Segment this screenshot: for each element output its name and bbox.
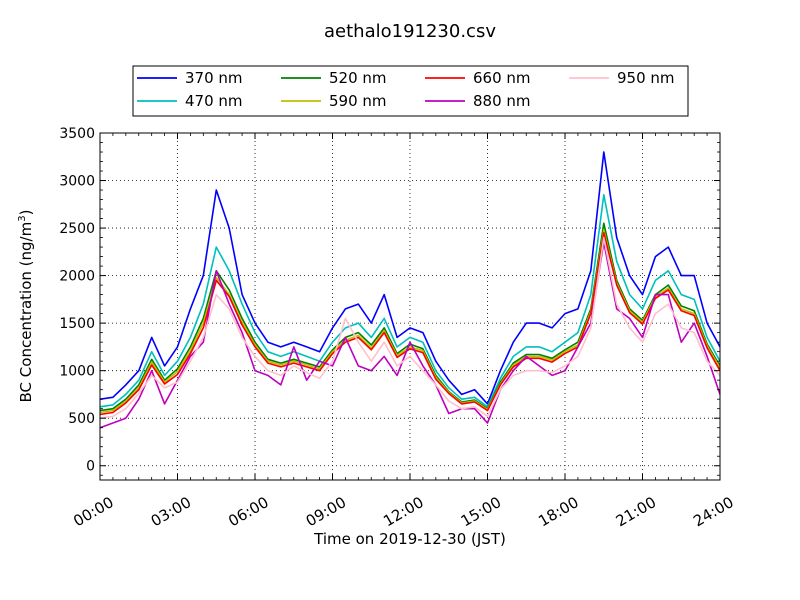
- y-tick-label: 2000: [59, 269, 95, 285]
- legend-label: 520 nm: [329, 69, 387, 87]
- legend-label: 660 nm: [473, 69, 531, 87]
- axis-ticks: [99, 132, 721, 480]
- x-tick-label: 18:00: [535, 493, 581, 530]
- legend-label: 370 nm: [185, 69, 243, 87]
- series-line-470-nm: [99, 194, 721, 408]
- x-tick-label: 03:00: [148, 493, 194, 530]
- x-axis-tick-labels: 00:00 03:00 06:00 09:00 12:00 15:00 18:00 21:00…: [70, 493, 736, 530]
- series-layer: [99, 151, 721, 429]
- series-line-370-nm: [99, 151, 721, 405]
- chart-title: aethalo191230.csv: [324, 21, 496, 42]
- series-line-880-nm: [99, 241, 721, 429]
- y-axis-label: BC Concentration (ng/m3): [17, 210, 35, 403]
- x-tick-label: 06:00: [225, 493, 271, 530]
- x-tick-label: 09:00: [303, 493, 349, 530]
- series-line-950-nm: [99, 236, 721, 419]
- x-tick-label: 21:00: [613, 493, 659, 530]
- y-axis-label-main: BC Concentration (ng/m: [17, 222, 35, 403]
- y-axis-label-close: ): [17, 210, 35, 216]
- x-tick-label: 24:00: [690, 493, 736, 530]
- y-tick-label: 2500: [59, 221, 95, 237]
- y-tick-label: 500: [68, 411, 95, 427]
- x-tick-label: 15:00: [458, 493, 504, 530]
- legend-label: 950 nm: [617, 69, 675, 87]
- y-axis-tick-labels: 0 500 1000 1500 2000 2500 3000 3500: [59, 126, 95, 475]
- y-tick-label: 3000: [59, 174, 95, 190]
- legend-label: 470 nm: [185, 92, 243, 110]
- legend-box: [132, 65, 689, 117]
- legend: 370 nm 470 nm 520 nm 590 nm 660 nm 880 nm 950 …: [132, 65, 689, 117]
- y-tick-label: 1000: [59, 364, 95, 380]
- legend-label: 880 nm: [473, 92, 531, 110]
- legend-label: 590 nm: [329, 92, 387, 110]
- y-tick-label: 1500: [59, 316, 95, 332]
- y-axis-label-superscript: 3: [17, 215, 28, 221]
- x-tick-label: 00:00: [70, 493, 116, 530]
- x-tick-label: 12:00: [380, 493, 426, 530]
- y-tick-label: 3500: [59, 126, 95, 142]
- series-line-660-nm: [99, 232, 721, 416]
- x-axis-label: Time on 2019-12-30 (JST): [313, 530, 506, 548]
- y-tick-label: 0: [86, 459, 95, 475]
